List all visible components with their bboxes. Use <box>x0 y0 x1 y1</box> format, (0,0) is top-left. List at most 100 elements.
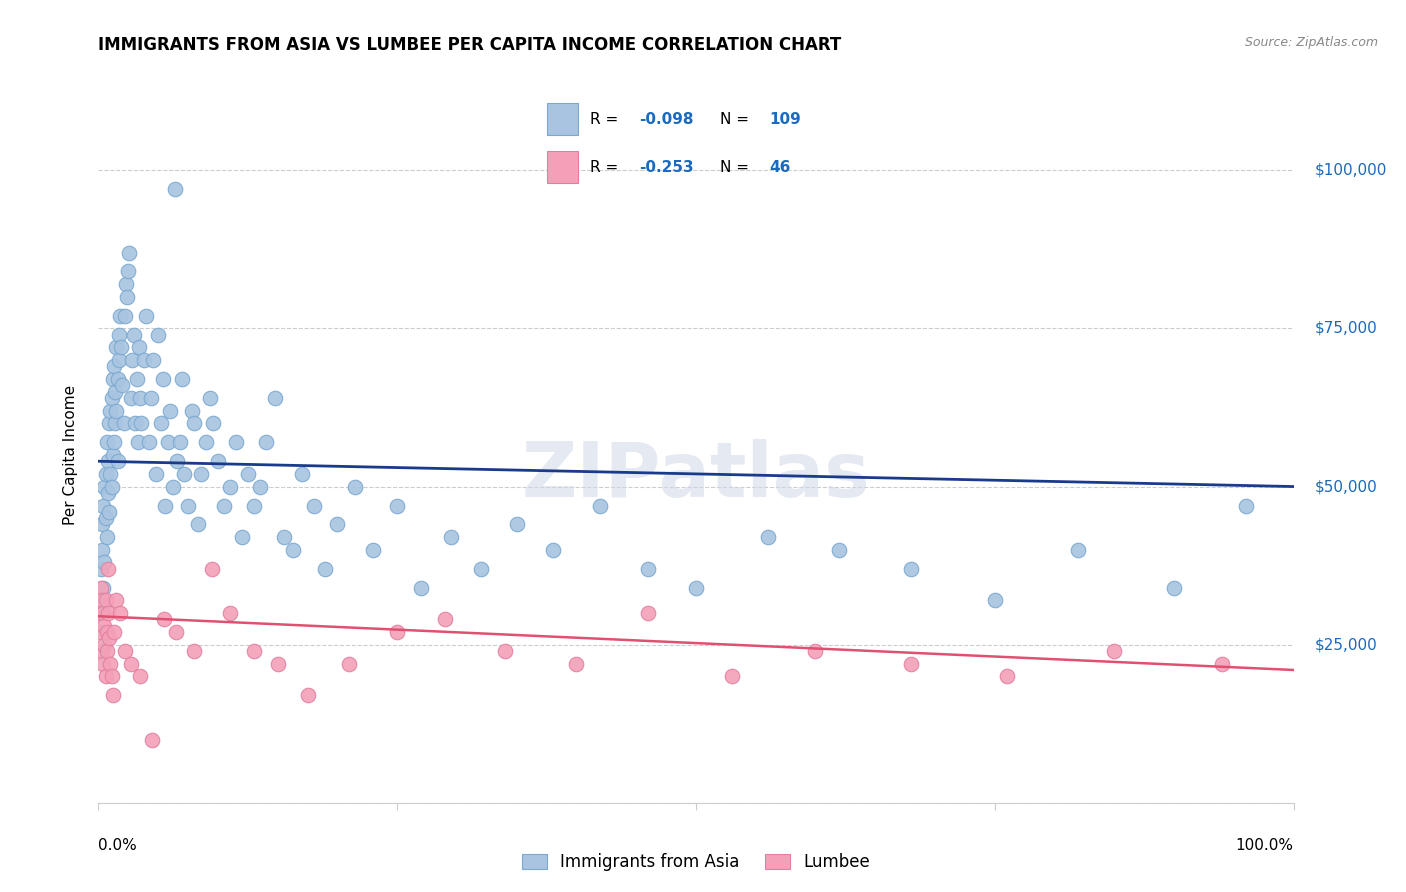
Point <box>804 644 827 658</box>
Point <box>315 562 337 576</box>
Point <box>155 499 177 513</box>
Point <box>98 657 122 671</box>
Point <box>129 391 152 405</box>
Point <box>101 448 124 462</box>
Text: -0.253: -0.253 <box>640 160 695 175</box>
Point <box>166 454 188 468</box>
Point <box>142 353 165 368</box>
Point <box>290 467 312 481</box>
Point <box>163 182 186 196</box>
Point <box>114 309 136 323</box>
Point <box>506 517 529 532</box>
Point <box>94 669 117 683</box>
Point <box>107 372 129 386</box>
Point <box>114 644 136 658</box>
Point <box>385 499 409 513</box>
Point <box>1234 499 1257 513</box>
Text: 100.0%: 100.0% <box>1236 838 1294 854</box>
Point <box>90 625 112 640</box>
Point <box>411 581 433 595</box>
Point <box>93 638 115 652</box>
Point <box>900 562 922 576</box>
Text: N =: N = <box>720 112 754 127</box>
Point <box>326 517 349 532</box>
Point <box>120 657 142 671</box>
Point <box>302 499 325 513</box>
Point <box>156 435 179 450</box>
Point <box>149 417 172 431</box>
Point <box>108 606 131 620</box>
Point <box>93 479 115 493</box>
Point <box>177 499 200 513</box>
Point <box>470 562 492 576</box>
Point <box>190 467 212 481</box>
Point <box>89 606 111 620</box>
Legend: Immigrants from Asia, Lumbee: Immigrants from Asia, Lumbee <box>516 847 876 878</box>
Text: $75,000: $75,000 <box>1315 321 1378 336</box>
Point <box>565 657 588 671</box>
Point <box>91 542 114 557</box>
Point <box>105 403 128 417</box>
Point <box>91 593 114 607</box>
Point <box>162 479 184 493</box>
FancyBboxPatch shape <box>547 152 578 184</box>
Point <box>219 606 242 620</box>
Point <box>165 625 187 640</box>
Point <box>93 618 115 632</box>
Point <box>98 403 122 417</box>
Point <box>637 606 659 620</box>
Point <box>187 517 209 532</box>
Point <box>152 372 174 386</box>
Point <box>212 499 235 513</box>
Text: N =: N = <box>720 160 754 175</box>
Point <box>225 435 247 450</box>
Point <box>267 657 290 671</box>
Point <box>98 632 121 646</box>
Point <box>103 435 125 450</box>
Point <box>115 277 138 292</box>
Point <box>243 644 266 658</box>
Point <box>249 479 271 493</box>
Point <box>995 669 1018 683</box>
Point <box>180 403 202 417</box>
Point <box>153 612 176 626</box>
Point <box>118 245 141 260</box>
Point <box>110 340 132 354</box>
Point <box>125 372 148 386</box>
Point <box>169 435 191 450</box>
Point <box>100 391 122 405</box>
Point <box>721 669 744 683</box>
Point <box>103 625 125 640</box>
Point <box>1067 542 1090 557</box>
Text: Source: ZipAtlas.com: Source: ZipAtlas.com <box>1244 36 1378 49</box>
Point <box>283 542 305 557</box>
Point <box>96 625 118 640</box>
Point <box>494 644 516 658</box>
Point <box>194 435 217 450</box>
Point <box>90 581 112 595</box>
Point <box>117 264 139 278</box>
Point <box>243 499 266 513</box>
Point <box>129 669 152 683</box>
Point <box>202 417 225 431</box>
Text: R =: R = <box>591 112 623 127</box>
Point <box>297 688 319 702</box>
Point <box>94 467 117 481</box>
Point <box>198 391 221 405</box>
Point <box>135 309 157 323</box>
Point <box>107 353 129 368</box>
Point <box>264 391 287 405</box>
Text: $25,000: $25,000 <box>1315 637 1378 652</box>
Point <box>1211 657 1233 671</box>
FancyBboxPatch shape <box>547 103 578 136</box>
Point <box>97 562 120 576</box>
Point <box>236 467 259 481</box>
Point <box>97 486 120 500</box>
Text: $100,000: $100,000 <box>1315 163 1386 178</box>
Point <box>637 562 659 576</box>
Point <box>98 505 121 519</box>
Point <box>589 499 612 513</box>
Point <box>132 353 155 368</box>
Point <box>111 378 134 392</box>
Point <box>104 417 127 431</box>
